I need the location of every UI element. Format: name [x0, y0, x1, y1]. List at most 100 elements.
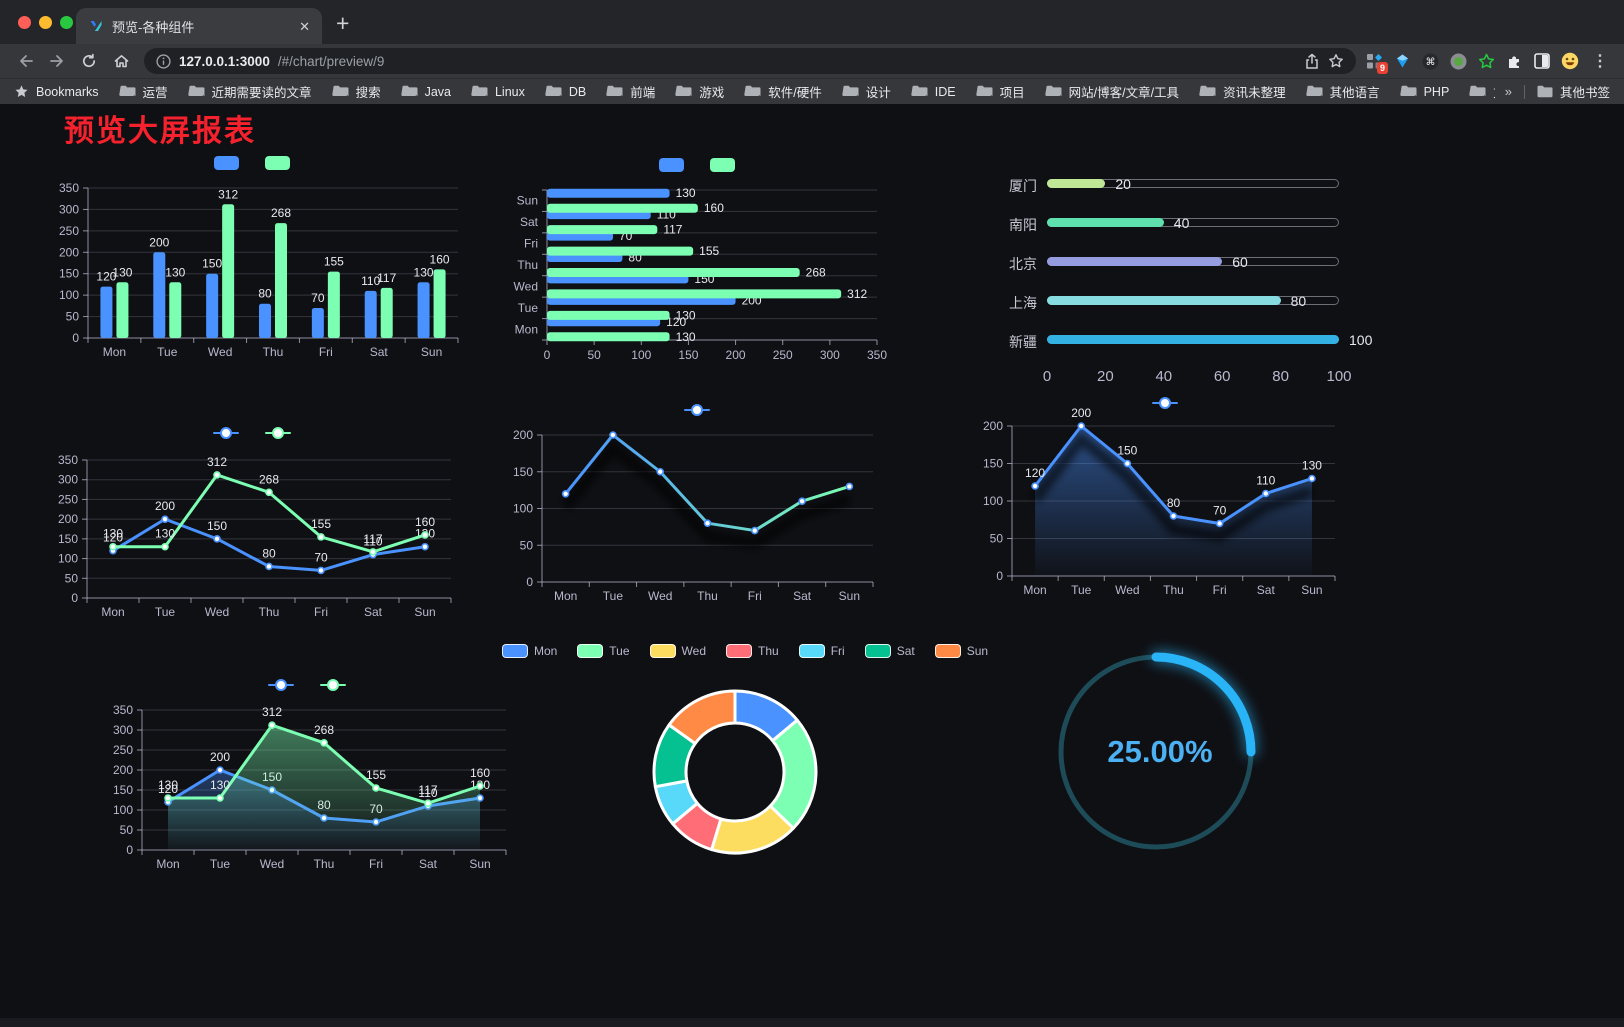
close-window-button[interactable]: [18, 16, 31, 29]
legend-item[interactable]: [213, 426, 245, 440]
bookmark-folder[interactable]: Java: [400, 82, 451, 101]
donut-chart[interactable]: Mon Tue Wed Thu Fri Sat Sun: [501, 638, 988, 898]
legend-item[interactable]: Wed: [649, 644, 706, 658]
reload-button[interactable]: [74, 47, 104, 75]
browser-menu-button[interactable]: ⋮: [1592, 53, 1608, 70]
chart-text: 155: [699, 244, 719, 258]
command-extension-icon[interactable]: ⌘: [1422, 53, 1439, 70]
legend-item[interactable]: [265, 426, 297, 440]
site-info-icon[interactable]: [156, 53, 171, 69]
bookmark-folder[interactable]: 运营: [118, 82, 168, 101]
other-bookmarks-button[interactable]: 其他书签: [1537, 82, 1610, 101]
data-point: [421, 542, 429, 551]
star-extension-icon[interactable]: [1478, 53, 1495, 69]
bookmark-folder[interactable]: 设计: [842, 82, 891, 101]
progress-bar-chart[interactable]: 厦门 20 南阳 40 北京 60 上海 80 新疆 100 0 20 40 60 80 100: [995, 156, 1372, 391]
legend-item[interactable]: Tue: [577, 644, 630, 658]
maximize-window-button[interactable]: [60, 16, 73, 29]
bookmark-folder[interactable]: 文件服务器: [1469, 82, 1495, 101]
legend-swatch: [798, 644, 825, 658]
bar: [206, 273, 219, 338]
minimize-window-button[interactable]: [39, 16, 52, 29]
bookmarks-overflow-button[interactable]: »: [1504, 84, 1512, 99]
bookmark-folder[interactable]: 其他语言: [1305, 82, 1380, 101]
bookmarks-manager[interactable]: Bookmarks: [14, 84, 99, 99]
data-point: [1308, 474, 1316, 483]
pie-slice[interactable]: [667, 689, 737, 745]
chart-text: 100: [113, 803, 133, 817]
legend-label: Sat: [896, 644, 915, 658]
forward-button[interactable]: [42, 47, 72, 75]
tab-strip: 预览-各种组件 ✕ +: [0, 0, 1624, 44]
chart-text: 70: [311, 291, 325, 305]
legend-item[interactable]: [710, 158, 741, 172]
chart-legend: [45, 420, 465, 446]
bookmarks-divider: [1523, 84, 1525, 99]
bookmark-folder[interactable]: 近期需要读的文章: [187, 82, 312, 101]
data-point: [703, 519, 712, 527]
bookmark-star-icon[interactable]: [1328, 53, 1344, 69]
chart-text: 155: [311, 517, 331, 531]
bookmark-folder[interactable]: 软件/硬件: [744, 82, 822, 101]
horizontal-bar-chart[interactable]: 0 50 100 150 200 250 300 350 Mon Tue Wed Thu Fri Sat S…: [505, 152, 895, 376]
chart-text: 130: [676, 330, 696, 344]
bookmark-folder[interactable]: PHP: [1399, 82, 1449, 101]
extension-grid-button[interactable]: 9: [1366, 53, 1388, 74]
area-line-chart[interactable]: 0 50 100 150 200 Mon Tue Wed Thu Fri Sat Sun 120 200 1…: [975, 390, 1360, 602]
bookmark-folder[interactable]: 项目: [975, 82, 1025, 101]
browser-tab[interactable]: 预览-各种组件 ✕: [76, 8, 322, 44]
donut-chart-canvas: [652, 689, 818, 855]
legend-item[interactable]: Sat: [864, 644, 915, 658]
gauge-chart[interactable]: 25.00%: [1040, 642, 1280, 872]
legend-item[interactable]: Fri: [798, 644, 845, 658]
emoji-extension-icon[interactable]: [1561, 52, 1579, 70]
legend-item[interactable]: [265, 156, 296, 170]
dark-reader-icon[interactable]: [1534, 53, 1550, 69]
bookmark-folder[interactable]: 前端: [606, 82, 655, 101]
legend-item[interactable]: [320, 678, 352, 692]
multi-area-line-chart[interactable]: 0 50 100 150 200 250 300 350 Mon Tue Wed Thu Fri Sat S…: [100, 672, 520, 894]
dot-extension-icon[interactable]: [1450, 53, 1467, 70]
legend-item[interactable]: Sun: [934, 644, 988, 658]
bookmark-folder[interactable]: 搜索: [331, 82, 381, 101]
folder-icon: [606, 85, 623, 96]
legend-item[interactable]: [214, 156, 245, 170]
legend-item[interactable]: [268, 678, 300, 692]
chart-text: Thu: [263, 345, 284, 359]
multi-line-chart[interactable]: 0 50 100 150 200 250 300 350 Mon Tue Wed Thu Fri Sat S…: [45, 420, 465, 644]
bookmark-folders: 运营 近期需要读的文章 搜索 Java Linux DB 前端 游戏 软件/硬件 设计 IDE 项目 网…: [118, 82, 1495, 101]
bookmark-folder[interactable]: 资讯未整理: [1199, 82, 1286, 101]
legend-item[interactable]: [659, 158, 690, 172]
chart-text: 350: [867, 348, 887, 362]
gem-extension-icon[interactable]: [1394, 53, 1411, 69]
grouped-bar-chart[interactable]: 0 50 100 150 200 250 300 350 Mon Tue Wed Thu Fri Sat S…: [40, 150, 470, 376]
folder-icon: [675, 85, 692, 96]
bookmark-folder[interactable]: 游戏: [675, 82, 724, 101]
progress-fill: [1047, 296, 1281, 305]
chart-text: 268: [806, 266, 826, 280]
chart-text: Tue: [518, 301, 539, 315]
gradient-line-chart[interactable]: 0 50 100 150 200 Mon Tue Wed Thu Fri Sat Sun: [505, 397, 895, 612]
tab-close-icon[interactable]: ✕: [299, 18, 310, 34]
home-button[interactable]: [106, 47, 136, 75]
address-bar[interactable]: 127.0.0.1:3000 /#/chart/preview/9: [144, 48, 1356, 74]
legend-item[interactable]: Thu: [726, 644, 779, 658]
legend-item[interactable]: [1151, 396, 1184, 410]
legend-item[interactable]: [684, 403, 716, 417]
legend-item[interactable]: Mon: [501, 644, 557, 658]
bookmark-folder[interactable]: 网站/博客/文章/工具: [1044, 82, 1179, 101]
data-point: [1077, 422, 1086, 430]
new-tab-button[interactable]: +: [336, 10, 350, 36]
bookmark-folder-label: 搜索: [355, 86, 381, 100]
chart-text: 80: [258, 287, 272, 301]
legend-swatch: [934, 644, 961, 658]
extensions-puzzle-icon[interactable]: [1506, 53, 1523, 69]
chart-text: 200: [210, 750, 230, 764]
bookmark-folder[interactable]: Linux: [471, 82, 525, 101]
bookmark-folder[interactable]: DB: [545, 82, 586, 101]
share-icon[interactable]: [1304, 53, 1320, 70]
chart-legend: [100, 672, 520, 698]
bookmark-folder[interactable]: IDE: [911, 82, 956, 101]
back-button[interactable]: [10, 47, 40, 75]
chart-text: 250: [113, 743, 133, 757]
